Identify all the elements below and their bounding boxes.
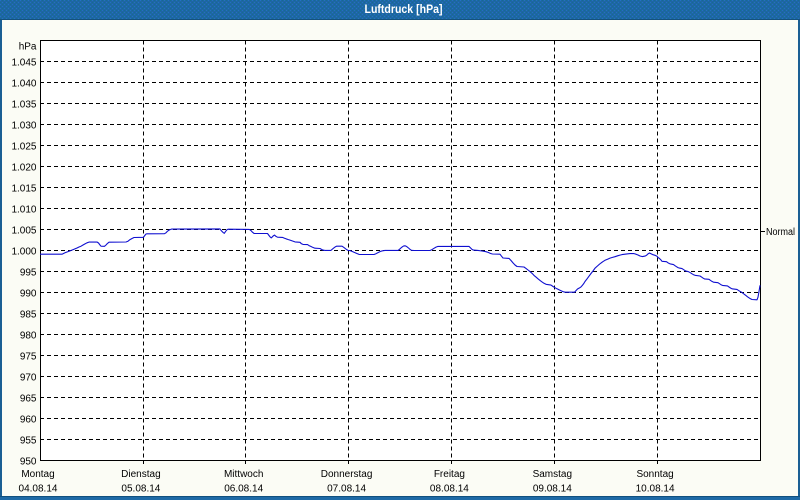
svg-text:975: 975 — [20, 352, 37, 363]
svg-text:Montag: Montag — [21, 469, 54, 480]
svg-text:1.015: 1.015 — [11, 184, 36, 195]
svg-text:1.040: 1.040 — [11, 79, 36, 90]
svg-text:10.08.14: 10.08.14 — [636, 484, 675, 495]
svg-text:1.000: 1.000 — [11, 247, 36, 258]
svg-text:1.020: 1.020 — [11, 163, 36, 174]
svg-text:1.005: 1.005 — [11, 226, 36, 237]
svg-text:Freitag: Freitag — [434, 469, 465, 480]
svg-text:08.08.14: 08.08.14 — [430, 484, 469, 495]
svg-text:1.045: 1.045 — [11, 58, 36, 69]
svg-text:07.08.14: 07.08.14 — [327, 484, 366, 495]
svg-text:Luftdruck [hPa]: Luftdruck [hPa] — [365, 2, 443, 16]
svg-text:995: 995 — [20, 268, 37, 279]
svg-text:05.08.14: 05.08.14 — [121, 484, 160, 495]
svg-text:955: 955 — [20, 436, 37, 447]
svg-text:Donnerstag: Donnerstag — [321, 469, 373, 480]
svg-text:960: 960 — [20, 415, 37, 426]
svg-text:950: 950 — [20, 457, 37, 468]
svg-text:990: 990 — [20, 289, 37, 300]
svg-text:09.08.14: 09.08.14 — [533, 484, 572, 495]
svg-text:1.025: 1.025 — [11, 142, 36, 153]
svg-text:Samstag: Samstag — [533, 469, 572, 480]
svg-text:04.08.14: 04.08.14 — [19, 484, 58, 495]
svg-text:Sonntag: Sonntag — [636, 469, 673, 480]
svg-text:Normal: Normal — [766, 227, 795, 238]
svg-text:Dienstag: Dienstag — [121, 469, 160, 480]
svg-text:06.08.14: 06.08.14 — [224, 484, 263, 495]
svg-text:1.010: 1.010 — [11, 205, 36, 216]
svg-text:Mittwoch: Mittwoch — [224, 469, 263, 480]
svg-text:hPa: hPa — [19, 42, 37, 53]
svg-text:1.030: 1.030 — [11, 121, 36, 132]
svg-text:965: 965 — [20, 394, 37, 405]
svg-text:980: 980 — [20, 331, 37, 342]
svg-text:985: 985 — [20, 310, 37, 321]
svg-text:970: 970 — [20, 373, 37, 384]
svg-text:1.035: 1.035 — [11, 100, 36, 111]
